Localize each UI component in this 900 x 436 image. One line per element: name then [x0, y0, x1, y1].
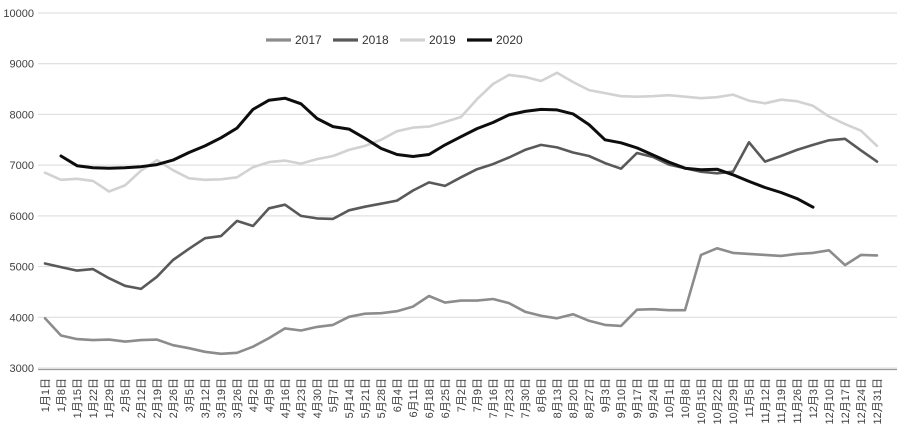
legend-label-2019: 2019 — [429, 33, 456, 47]
y-axis-tick-label: 4000 — [10, 312, 34, 324]
x-axis-tick-label: 4月16日 — [280, 378, 292, 418]
x-axis-tick-label: 5月28日 — [376, 378, 388, 418]
x-axis-tick-label: 1月29日 — [104, 378, 116, 418]
x-axis-tick-label: 9月17日 — [632, 378, 644, 418]
legend-label-2020: 2020 — [496, 33, 523, 47]
x-axis-tick-label: 6月4日 — [392, 378, 404, 412]
x-axis-tick-label: 7月9日 — [472, 378, 484, 412]
x-axis-tick-label: 4月9日 — [264, 378, 276, 412]
x-axis-tick-label: 10月29日 — [728, 378, 740, 424]
x-axis-tick-label: 3月5日 — [184, 378, 196, 412]
x-axis-tick-label: 6月25日 — [440, 378, 452, 418]
series-line-2019 — [43, 71, 879, 193]
x-axis-tick-label: 12月24日 — [856, 378, 868, 424]
x-axis-tick-label: 6月18日 — [424, 378, 436, 418]
x-axis-tick-label: 9月24日 — [648, 378, 660, 418]
x-axis-tick-label: 1月15日 — [72, 378, 84, 418]
x-axis-tick-label: 10月1日 — [664, 378, 676, 418]
x-axis-tick-label: 12月31日 — [872, 378, 884, 424]
x-axis-tick-label: 8月6日 — [536, 378, 548, 412]
legend-label-2017: 2017 — [295, 33, 322, 47]
x-axis-tick-label: 7月16日 — [488, 378, 500, 418]
x-axis-tick-label: 3月19日 — [216, 378, 228, 418]
series-line-2020 — [59, 96, 815, 209]
legend-label-2018: 2018 — [362, 33, 389, 47]
x-axis-tick-label: 2月19日 — [152, 378, 164, 418]
x-axis-tick-label: 5月7日 — [328, 378, 340, 412]
y-axis-tick-label: 10000 — [3, 8, 34, 20]
x-axis-tick-label: 4月30日 — [312, 378, 324, 418]
x-axis-tick-label: 11月12日 — [760, 378, 772, 424]
y-axis-tick-label: 3000 — [10, 363, 34, 375]
x-axis-tick-label: 9月3日 — [600, 378, 612, 412]
y-axis-tick-label: 6000 — [10, 211, 34, 223]
x-axis-tick-label: 7月2日 — [456, 378, 468, 412]
x-axis-tick-label: 11月19日 — [776, 378, 788, 424]
x-axis-tick-label: 1月22日 — [88, 378, 100, 418]
x-axis-tick-label: 3月26日 — [232, 378, 244, 418]
x-axis-tick-label: 4月2日 — [248, 378, 260, 412]
x-axis-tick-label: 10月8日 — [680, 378, 692, 418]
x-axis-tick-label: 6月11日 — [408, 378, 420, 418]
x-axis-tick-label: 7月23日 — [504, 378, 516, 418]
x-axis-tick-label: 12月3日 — [808, 378, 820, 418]
x-axis-tick-label: 12月17日 — [840, 378, 852, 424]
x-axis-tick-label: 2月12日 — [136, 378, 148, 418]
x-axis-tick-label: 10月15日 — [696, 378, 708, 424]
x-axis-tick-label: 5月14日 — [344, 378, 356, 418]
x-axis-tick-label: 11月26日 — [792, 378, 804, 424]
y-axis-tick-label: 9000 — [10, 59, 34, 71]
x-axis-tick-label: 10月22日 — [712, 378, 724, 424]
x-axis-tick-label: 11月5日 — [744, 378, 756, 418]
y-axis-tick-label: 8000 — [10, 109, 34, 121]
x-axis-tick-label: 9月10日 — [616, 378, 628, 418]
x-axis-tick-label: 8月20日 — [568, 378, 580, 418]
x-axis-tick-label: 3月12日 — [200, 378, 212, 418]
x-axis-tick-label: 7月30日 — [520, 378, 532, 418]
series-line-2017 — [43, 247, 879, 356]
x-axis-tick-label: 12月10日 — [824, 378, 836, 424]
x-axis-tick-label: 8月27日 — [584, 378, 596, 418]
x-axis-tick-label: 2月26日 — [168, 378, 180, 418]
y-axis-tick-label: 5000 — [10, 262, 34, 274]
x-axis-tick-label: 8月13日 — [552, 378, 564, 418]
x-axis-tick-label: 5月21日 — [360, 378, 372, 418]
x-axis-tick-label: 1月8日 — [56, 378, 68, 412]
series-line-2018 — [43, 137, 879, 291]
y-axis-tick-label: 7000 — [10, 160, 34, 172]
x-axis-tick-label: 1月1日 — [40, 378, 52, 412]
x-axis-tick-label: 4月23日 — [296, 378, 308, 418]
x-axis-tick-label: 2月5日 — [120, 378, 132, 412]
